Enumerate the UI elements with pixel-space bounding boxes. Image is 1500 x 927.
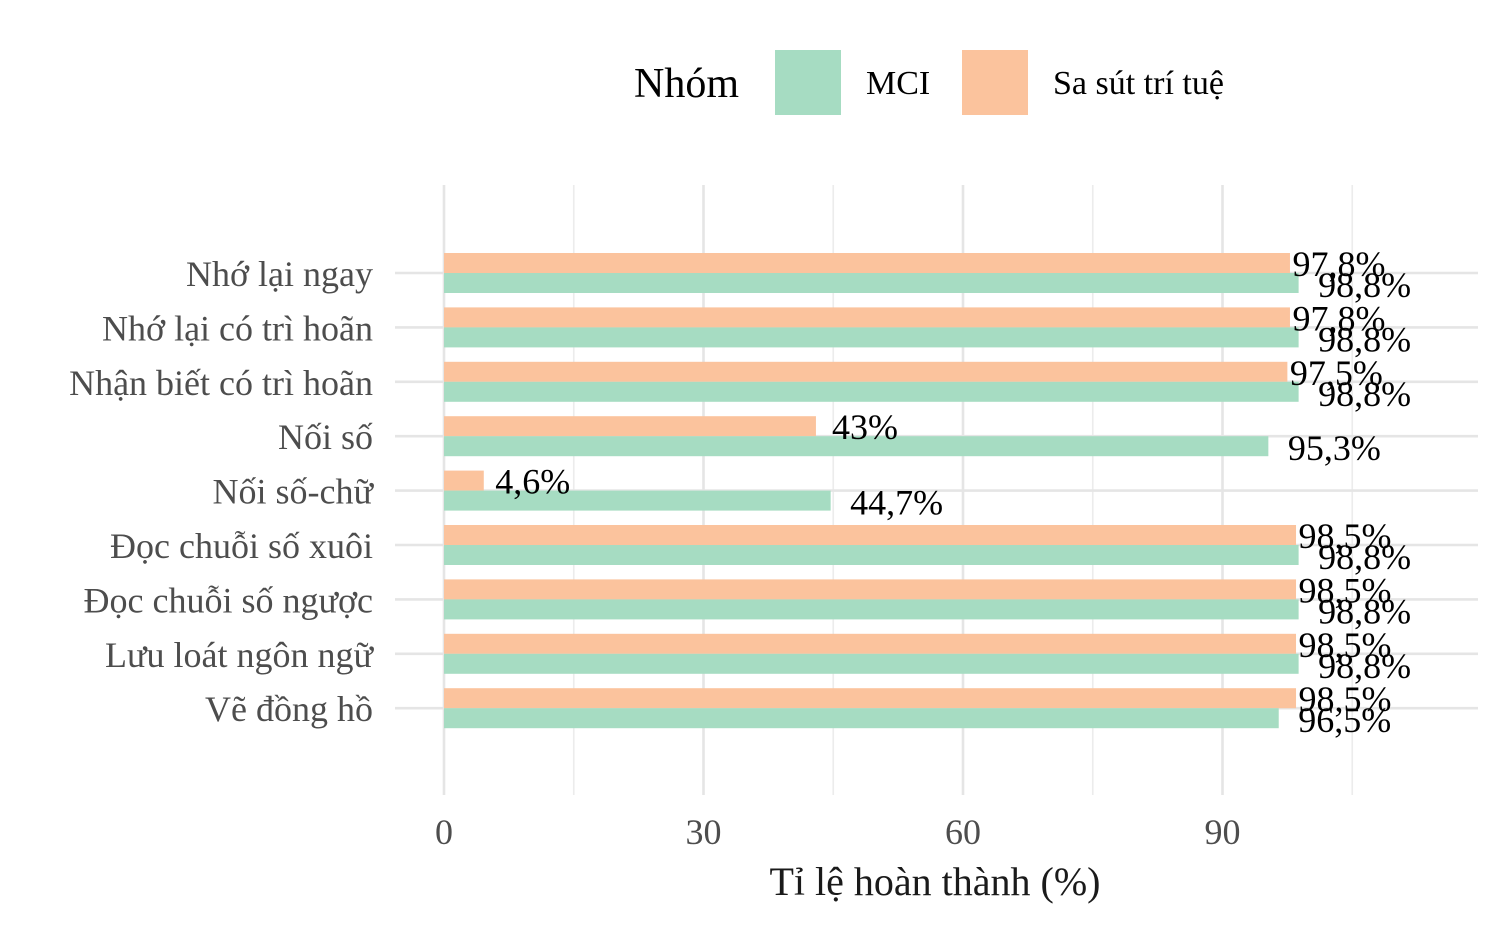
data-label-mci-0: 98,8% (1318, 265, 1411, 305)
y-tick-label-3: Nối số (278, 417, 373, 457)
bar-mci-2 (444, 381, 1299, 402)
y-tick-label-6: Đọc chuỗi số ngược (84, 580, 374, 620)
x-axis-title: Tỉ lệ hoàn thành (%) (770, 859, 1101, 904)
bar-dementia-8 (444, 688, 1297, 709)
legend: Nhóm MCI Sa sút trí tuệ (634, 50, 1224, 115)
data-label-dementia-7: 98,5% (1299, 625, 1392, 665)
bar-dementia-6 (444, 579, 1297, 600)
data-label-mci-5: 98,8% (1318, 537, 1411, 577)
x-tick-label-1: 30 (686, 812, 722, 852)
y-tick-label-0: Nhớ lại ngay (186, 254, 373, 294)
data-label-dementia-5: 98,5% (1299, 516, 1392, 556)
data-label-dementia-4: 4,6% (495, 462, 570, 502)
bar-dementia-7 (444, 633, 1297, 654)
data-label-dementia-2: 97,5% (1290, 353, 1383, 393)
data-label-mci-4: 44,7% (850, 483, 943, 523)
bar-dementia-5 (444, 525, 1297, 545)
data-label-dementia-0: 97,8% (1292, 244, 1385, 284)
bars (444, 253, 1299, 729)
legend-title: Nhóm (634, 61, 739, 107)
bar-mci-5 (444, 545, 1299, 565)
y-tick-label-5: Đọc chuỗi số xuôi (110, 526, 373, 566)
bar-dementia-0 (444, 253, 1290, 273)
y-axis-tick-labels: Nhớ lại ngay Nhớ lại có trì hoãn Nhận biết… (69, 254, 374, 729)
bar-mci-4 (444, 490, 831, 511)
bar-dementia-4 (444, 470, 484, 491)
y-tick-label-2: Nhận biết có trì hoãn (69, 363, 373, 403)
y-tick-label-8: Vẽ đồng hồ (205, 689, 373, 729)
y-tick-label-7: Lưu loát ngôn ngữ (105, 635, 374, 675)
legend-key-dementia (962, 50, 1028, 115)
legend-key-mci (775, 50, 841, 115)
bar-dementia-1 (444, 307, 1290, 328)
x-tick-label-3: 90 (1205, 812, 1241, 852)
data-label-dementia-6: 98,5% (1299, 570, 1392, 610)
bar-mci-3 (444, 436, 1269, 457)
bar-mci-8 (444, 708, 1279, 729)
y-tick-label-4: Nối số-chữ (213, 472, 375, 512)
legend-label-dementia: Sa sút trí tuệ (1053, 65, 1224, 102)
bar-dementia-3 (444, 416, 816, 437)
y-tick-label-1: Nhớ lại có trì hoãn (102, 308, 373, 348)
bar-mci-7 (444, 653, 1299, 674)
data-label-mci-2: 98,8% (1318, 374, 1411, 414)
data-labels: 97,8%98,8%97,8%98,8%97,5%98,8%43%95,3%4,… (495, 244, 1411, 740)
bar-mci-6 (444, 599, 1299, 620)
x-tick-label-0: 0 (435, 812, 453, 852)
x-tick-label-2: 60 (945, 812, 981, 852)
x-axis-tick-labels: 0 30 60 90 (435, 812, 1241, 852)
data-label-mci-7: 98,8% (1318, 646, 1411, 686)
bar-mci-1 (444, 327, 1299, 348)
data-label-dementia-8: 98,5% (1299, 679, 1392, 719)
bar-dementia-2 (444, 361, 1288, 382)
data-label-mci-1: 98,8% (1318, 319, 1411, 359)
data-label-mci-8: 96,5% (1298, 700, 1391, 740)
bar-mci-0 (444, 273, 1299, 293)
legend-label-mci: MCI (866, 65, 930, 102)
data-label-dementia-3: 43% (832, 407, 898, 447)
data-label-dementia-1: 97,8% (1292, 298, 1385, 338)
data-label-mci-6: 98,8% (1318, 591, 1411, 631)
data-label-mci-3: 95,3% (1288, 428, 1381, 468)
